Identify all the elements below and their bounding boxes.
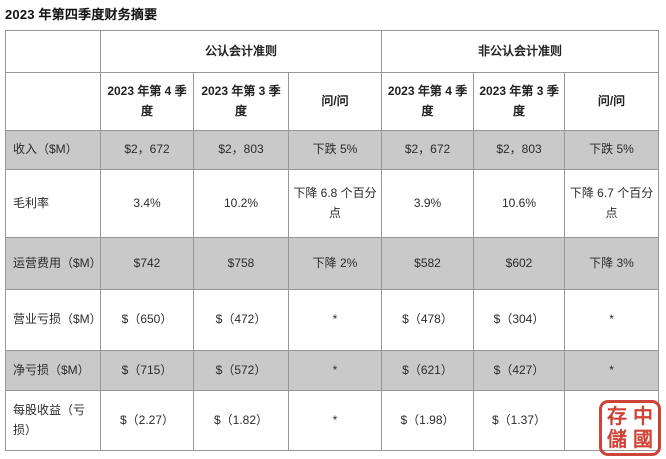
row-label: 净亏损（$M） — [5, 350, 101, 391]
cell-value: $（478） — [381, 289, 475, 351]
subheader-nongaap-qoq: 问/问 — [564, 72, 660, 131]
subheader-gaap-q3: 2023 年第 3 季度 — [193, 72, 289, 131]
cell-value: 下降 6.8 个百分点 — [287, 169, 383, 238]
table-row-net-loss: 净亏损（$M） $（715） $（572） * $（621） $（427） * — [5, 350, 660, 391]
watermark-seal: 存 中 儲 國 — [599, 400, 661, 456]
cell-value: $（472） — [193, 289, 289, 351]
row-label: 每股收益（亏损） — [5, 390, 101, 451]
row-label: 毛利率 — [5, 169, 101, 238]
subheader-gaap-q4: 2023 年第 4 季度 — [100, 72, 194, 131]
subheader-gaap-qoq: 问/问 — [287, 72, 383, 131]
group-header-gaap: 公认会计准则 — [99, 30, 383, 73]
page-title: 2023 年第四季度财务摘要 — [5, 7, 158, 22]
group-header-non-gaap: 非公认会计准则 — [381, 30, 660, 73]
cell-value: $（304） — [473, 289, 566, 351]
cell-value: 10.6% — [473, 169, 566, 238]
cell-value: * — [564, 350, 660, 391]
cell-value: $（715） — [100, 350, 194, 391]
group-header-row: 公认会计准则 非公认会计准则 — [5, 30, 660, 73]
corner-cell — [5, 30, 101, 73]
cell-value: $（621） — [381, 350, 475, 391]
cell-value: $582 — [381, 237, 475, 290]
cell-value: $（1.37） — [473, 390, 566, 451]
table-row-operating-loss: 营业亏损（$M） $（650） $（472） * $（478） $（304） * — [5, 289, 660, 351]
subheader-nongaap-q3: 2023 年第 3 季度 — [473, 72, 566, 131]
cell-value: * — [564, 289, 660, 351]
cell-value: $（1.98） — [381, 390, 475, 451]
cell-value: $2，672 — [381, 130, 475, 170]
corner-cell-2 — [5, 72, 101, 131]
table-row-gross-margin: 毛利率 3.4% 10.2% 下降 6.8 个百分点 3.9% 10.6% 下降… — [5, 169, 660, 238]
sub-header-row: 2023 年第 4 季度 2023 年第 3 季度 问/问 2023 年第 4 … — [5, 72, 660, 131]
cell-value: * — [287, 350, 383, 391]
cell-value: * — [287, 390, 383, 451]
seal-character: 存 — [607, 405, 627, 428]
cell-value: $742 — [100, 237, 194, 290]
seal-character: 中 — [633, 405, 653, 428]
cell-value: 下降 2% — [287, 237, 383, 290]
cell-value: $（572） — [193, 350, 289, 391]
cell-value: $（1.82） — [193, 390, 289, 451]
cell-value: $758 — [193, 237, 289, 290]
cell-value: $（650） — [100, 289, 194, 351]
cell-value: 下降 6.7 个百分点 — [564, 169, 660, 238]
cell-value: 下跌 5% — [564, 130, 660, 170]
seal-character: 國 — [633, 428, 653, 451]
cell-value: $（2.27） — [100, 390, 194, 451]
cell-value: 下跌 5% — [287, 130, 383, 170]
cell-value: 10.2% — [193, 169, 289, 238]
cell-value: $2，672 — [100, 130, 194, 170]
cell-value: 下降 3% — [564, 237, 660, 290]
subheader-nongaap-q4: 2023 年第 4 季度 — [381, 72, 475, 131]
cell-value: 3.4% — [100, 169, 194, 238]
cell-value: 3.9% — [381, 169, 475, 238]
table-row-eps: 每股收益（亏损） $（2.27） $（1.82） * $（1.98） $（1.3… — [5, 390, 660, 451]
cell-value: $2，803 — [473, 130, 566, 170]
table-row-revenue: 收入（$M） $2，672 $2，803 下跌 5% $2，672 $2，803… — [5, 130, 660, 170]
row-label: 运营费用（$M） — [5, 237, 102, 290]
seal-character: 儲 — [607, 428, 627, 451]
row-label: 营业亏损（$M） — [5, 289, 102, 351]
row-label: 收入（$M） — [5, 130, 101, 170]
table-row-opex: 运营费用（$M） $742 $758 下降 2% $582 $602 下降 3% — [5, 237, 660, 290]
financial-summary-table: 公认会计准则 非公认会计准则 2023 年第 4 季度 2023 年第 3 季度… — [5, 30, 660, 451]
cell-value: $（427） — [473, 350, 566, 391]
cell-value: $2，803 — [193, 130, 289, 170]
cell-value: * — [287, 289, 383, 351]
cell-value: $602 — [473, 237, 566, 290]
